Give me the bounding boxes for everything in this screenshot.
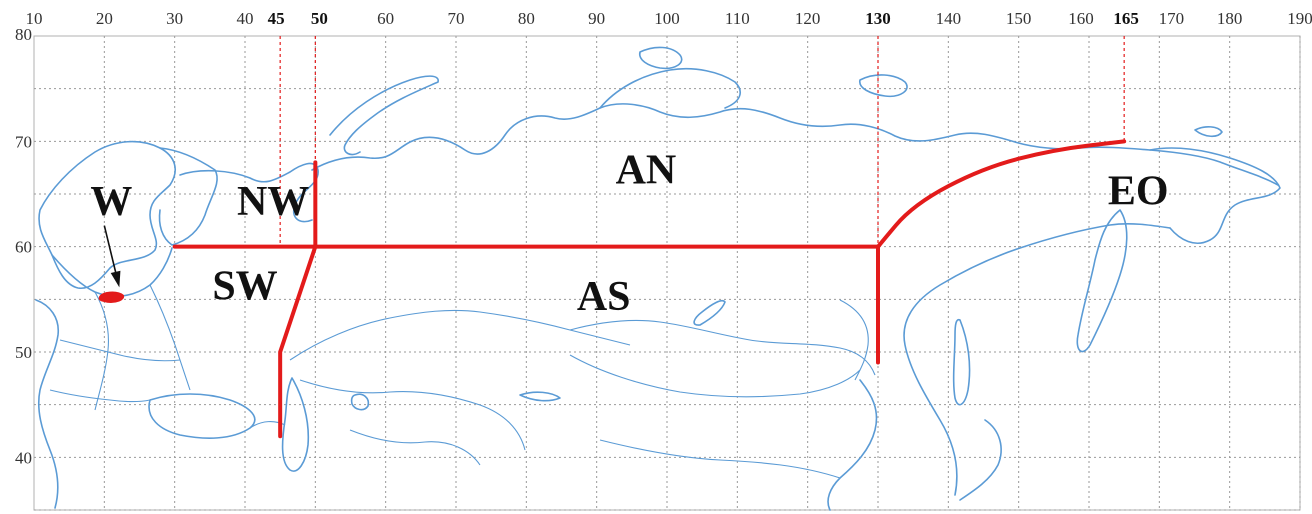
coast-europe-west — [35, 299, 60, 509]
boundary-eo-arc — [876, 139, 1127, 249]
border-mongolia-china — [569, 354, 861, 398]
coast-arctic-russia — [311, 103, 1279, 186]
lon-tick-190: 190 — [1287, 9, 1312, 28]
lon-tick-60: 60 — [377, 9, 394, 28]
w-area-group — [98, 225, 125, 303]
coast-baikal — [693, 299, 726, 326]
lon-tick-30: 30 — [166, 9, 183, 28]
lon-tick-50: 50 — [311, 9, 328, 28]
region-label-nw: NW — [237, 179, 309, 225]
coast-caspian — [281, 377, 310, 472]
lon-tick-20: 20 — [96, 9, 113, 28]
border-china-south — [599, 439, 841, 479]
lat-tick-60: 60 — [15, 238, 32, 257]
longitude-tick-labels: 10 20 30 40 45 50 60 70 80 90 100 110 120 130 140 150 16… — [26, 9, 1312, 28]
coastlines — [35, 46, 1281, 511]
lat-tick-70: 70 — [15, 132, 32, 151]
coast-kamchatka — [1076, 209, 1128, 353]
lon-tick-180: 180 — [1217, 9, 1243, 28]
lon-tick-45: 45 — [268, 9, 285, 28]
lon-tick-170: 170 — [1159, 9, 1185, 28]
border-europe-4 — [49, 389, 151, 403]
lat-tick-40: 40 — [15, 448, 32, 467]
coast-kola — [179, 162, 319, 223]
lon-tick-70: 70 — [448, 9, 465, 28]
w-area-marker — [98, 291, 125, 303]
border-russia-mongolia — [569, 319, 876, 376]
coast-scandinavia — [38, 140, 176, 290]
lon-tick-130: 130 — [865, 9, 891, 28]
coast-japan — [959, 419, 1002, 501]
coast-chukotka — [1149, 147, 1281, 244]
border-europe-2 — [149, 284, 191, 391]
w-arrowhead-icon — [110, 270, 121, 288]
coast-wrangel — [1194, 126, 1223, 138]
lon-tick-90: 90 — [588, 9, 605, 28]
coast-east-asia — [827, 379, 878, 511]
coast-severnaya-zemlya — [638, 46, 683, 70]
coast-baltic — [51, 247, 173, 298]
lon-tick-100: 100 — [654, 9, 680, 28]
lon-tick-40: 40 — [237, 9, 254, 28]
border-russia-kazakhstan — [289, 309, 631, 361]
lon-tick-120: 120 — [795, 9, 821, 28]
longitude-guides — [279, 36, 1125, 247]
border-europe-1 — [94, 291, 109, 411]
region-boundaries — [172, 139, 1127, 439]
lon-tick-110: 110 — [725, 9, 750, 28]
border-caucasus — [249, 421, 286, 429]
lon-tick-165: 165 — [1113, 9, 1139, 28]
lon-tick-150: 150 — [1006, 9, 1032, 28]
border-russia-china-east — [839, 299, 869, 381]
graticule — [34, 36, 1301, 511]
border-central-asia — [299, 379, 526, 451]
region-label-eo: EO — [1108, 169, 1169, 215]
coast-taymyr — [599, 67, 741, 109]
lat-tick-50: 50 — [15, 343, 32, 362]
country-borders — [49, 284, 876, 479]
region-label-w: W — [90, 179, 132, 225]
region-label-sw: SW — [212, 263, 277, 309]
lon-tick-10: 10 — [26, 9, 43, 28]
lon-tick-140: 140 — [936, 9, 962, 28]
region-labels: W NW SW AN AS EO — [90, 147, 1168, 319]
coast-novaya-zemlya — [329, 75, 439, 156]
latitude-tick-labels: 40 50 60 70 80 — [15, 25, 32, 467]
region-label-as: AS — [577, 274, 631, 320]
lon-tick-80: 80 — [518, 9, 535, 28]
coast-new-siberian — [859, 74, 908, 98]
coast-okhotsk — [903, 222, 1171, 496]
boundary-sw-line — [278, 244, 318, 439]
coast-aral — [350, 393, 370, 411]
region-label-an: AN — [616, 147, 677, 193]
border-central-asia-2 — [349, 429, 481, 466]
coast-balkhash — [519, 391, 561, 402]
lon-tick-160: 160 — [1068, 9, 1094, 28]
lat-tick-80: 80 — [15, 25, 32, 44]
coast-finland — [158, 147, 218, 246]
coast-sakhalin — [952, 318, 971, 406]
border-europe-3 — [59, 339, 181, 362]
